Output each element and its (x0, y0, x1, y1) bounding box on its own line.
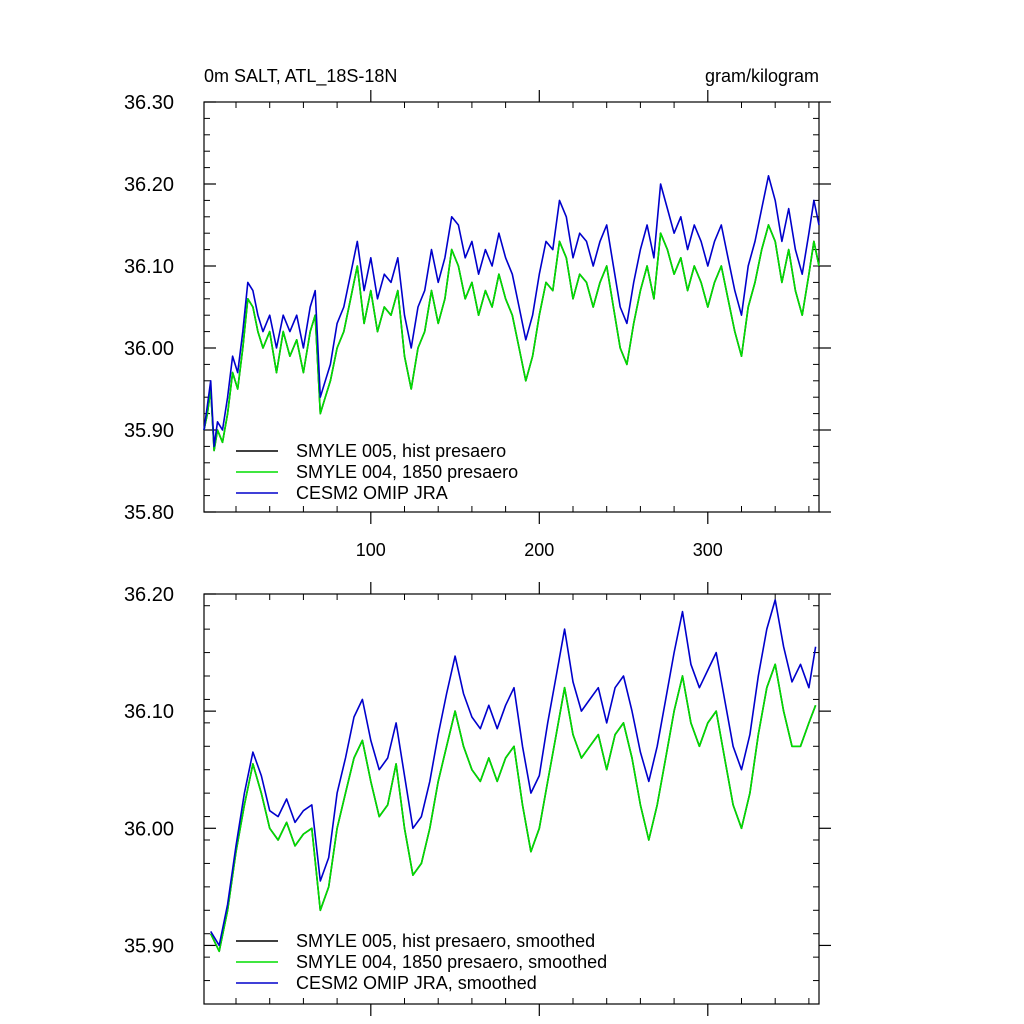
bottom-panel: 35.90 36.00 36.10 36.20 SMYLE 005, hist pre… (124, 582, 831, 1016)
bottom-plot-frame (203, 593, 820, 1005)
series-line-2 (210, 599, 817, 947)
y-tick-label: 36.20 (124, 174, 174, 196)
x-tick-label: 300 (693, 540, 723, 560)
top-panel: 0m SALT, ATL_18S-18N gram/kilogram 100 20… (124, 66, 831, 560)
y-tick-label: 35.80 (124, 502, 174, 524)
top-plot-frame (203, 101, 820, 513)
top-axis-ticks: 100 200 300 35.80 35.90 36.00 36.10 36.20 36.30 (124, 90, 831, 560)
x-tick-label: 100 (356, 540, 386, 560)
bottom-series-group (209, 599, 817, 953)
top-title-left: 0m SALT, ATL_18S-18N (204, 66, 397, 87)
x-tick-label: 200 (524, 540, 554, 560)
series-line-2 (203, 175, 820, 448)
series-line-1 (209, 663, 817, 953)
y-tick-label: 36.10 (124, 256, 174, 278)
y-tick-label: 36.00 (124, 818, 174, 840)
y-tick-label: 35.90 (124, 935, 174, 957)
legend-label-1: SMYLE 004, 1850 presaero, smoothed (296, 952, 607, 972)
legend-label-2: CESM2 OMIP JRA (296, 483, 448, 503)
y-tick-label: 36.20 (124, 584, 174, 606)
legend-label-0: SMYLE 005, hist presaero (296, 441, 506, 461)
top-title-right: gram/kilogram (705, 66, 819, 86)
legend-label-2: CESM2 OMIP JRA, smoothed (296, 973, 537, 993)
bottom-legend: SMYLE 005, hist presaero, smoothedSMYLE … (236, 931, 607, 993)
y-tick-label: 36.00 (124, 338, 174, 360)
top-series-group (203, 175, 820, 452)
series-line-0 (203, 224, 820, 452)
y-tick-label: 36.30 (124, 92, 174, 114)
legend-label-1: SMYLE 004, 1850 presaero (296, 462, 518, 482)
series-line-1 (203, 224, 820, 452)
series-line-0 (209, 663, 817, 953)
y-tick-label: 36.10 (124, 701, 174, 723)
bottom-axis-ticks: 35.90 36.00 36.10 36.20 (124, 582, 831, 1016)
legend-label-0: SMYLE 005, hist presaero, smoothed (296, 931, 595, 951)
y-tick-label: 35.90 (124, 420, 174, 442)
